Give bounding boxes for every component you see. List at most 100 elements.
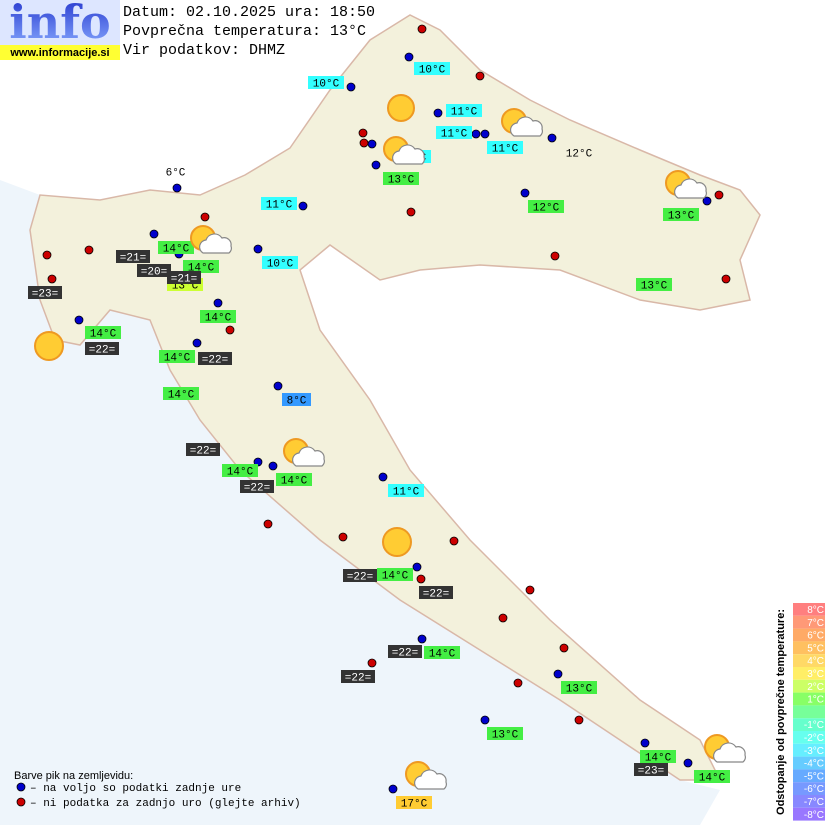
station-dot: [498, 613, 508, 623]
temp-label-bg: [414, 62, 450, 75]
temp-label-bg: [694, 770, 730, 783]
logo-url: www.informacije.si: [9, 47, 109, 59]
sea-label-bg: [240, 480, 274, 493]
temp-label: 14°C: [163, 244, 190, 256]
cloud-icon: [712, 742, 747, 763]
station-dot: [550, 251, 560, 261]
header-line: Vir podatkov: DHMZ: [123, 42, 285, 59]
logo: info www.informacije.si: [0, 0, 120, 60]
station-dot: [84, 245, 94, 255]
sea-label-bg: [137, 264, 171, 277]
scale-cell: [793, 756, 825, 770]
temp-label: 17°C: [401, 799, 428, 811]
temp-label: 14°C: [429, 649, 456, 661]
legend-dot: [16, 797, 26, 807]
sea-label: =22=: [190, 446, 216, 458]
scale-label: 4°C: [807, 656, 824, 667]
station-dot: [371, 160, 381, 170]
station-dot: [702, 196, 712, 206]
temp-label-bg: [487, 141, 523, 154]
station-dot: [525, 585, 535, 595]
temp-label: 10°C: [419, 65, 446, 77]
station-dot: [640, 738, 650, 748]
sea: [0, 180, 720, 825]
temp-label: 10°C: [313, 79, 340, 91]
temp-label: 14°C: [382, 571, 409, 583]
temp-label: 14°C: [90, 329, 117, 341]
sun-icon: [382, 527, 412, 557]
temp-label-bg: [446, 104, 482, 117]
temp-label-bg: [85, 326, 121, 339]
scale-label: -1°C: [804, 720, 824, 731]
station-dot: [200, 212, 210, 222]
temp-label-bg: [424, 646, 460, 659]
temp-label: 11°C: [441, 129, 468, 141]
temp-label: 11°C: [393, 487, 420, 499]
temp-label-bg: [528, 200, 564, 213]
station-dot: [520, 188, 530, 198]
station-dot: [475, 71, 485, 81]
temp-label: 11°C: [266, 200, 293, 212]
scale-cell: [793, 769, 825, 783]
station-dot: [412, 562, 422, 572]
cloud-icon: [413, 769, 448, 790]
station-dot: [388, 784, 398, 794]
station-dot: [225, 325, 235, 335]
temp-label-bg: [200, 310, 236, 323]
station-dot: [253, 244, 263, 254]
sea-label: =22=: [347, 572, 373, 584]
sea-label-bg: [85, 342, 119, 355]
labels: 10°C 10°C 11°C 11°C 11°C 12°C 10°C 13°C 12°C 13°C…: [28, 62, 730, 811]
scale-label: -4°C: [804, 759, 824, 770]
scale-label: 8°C: [807, 605, 824, 616]
station-dot: [378, 472, 388, 482]
logo-bar: [0, 45, 120, 60]
temp-label-bg: [261, 197, 297, 210]
sea-label-bg: [167, 271, 201, 284]
temp-label-bg: [561, 681, 597, 694]
temp-label: 14°C: [227, 467, 254, 479]
temp-label: 14°C: [645, 753, 672, 765]
temp-label: 14°C: [168, 390, 195, 402]
scale-cell: [793, 795, 825, 808]
station-dot: [47, 274, 57, 284]
temp-label-bg: [388, 484, 424, 497]
scale-cell: [793, 654, 825, 667]
scale-cell: [793, 731, 825, 744]
scale-cell: [793, 679, 825, 693]
sun-icon: [387, 94, 415, 122]
scale-title: Odstopanje od povprečne temperature:: [775, 609, 787, 815]
temp-label: 11°C: [451, 107, 478, 119]
icons: [34, 94, 747, 790]
station-dot: [714, 190, 724, 200]
station-dot: [417, 634, 427, 644]
scale-label: -3°C: [804, 746, 824, 757]
scale-cell: [793, 743, 825, 757]
sea-label-bg: [198, 352, 232, 365]
scale-cell: [793, 807, 825, 821]
temp-label-bg: [183, 260, 219, 273]
legend-text: – na voljo so podatki zadnje ure: [30, 783, 241, 795]
temp-label-bg: [636, 278, 672, 291]
dots: [42, 24, 731, 794]
scale-label: -8°C: [804, 810, 824, 821]
temp-label: 14°C: [205, 313, 232, 325]
station-dot: [480, 715, 490, 725]
sea-label-bg: [186, 443, 220, 456]
sea-label: =21=: [171, 274, 197, 286]
temp-label-bg: [158, 241, 194, 254]
station-dot: [367, 139, 377, 149]
temp-label-bg: [308, 76, 344, 89]
station-dot: [721, 274, 731, 284]
scale-label: 7°C: [807, 618, 824, 629]
temp-label: 10°C: [267, 259, 294, 271]
station-dot: [513, 678, 523, 688]
station-dot: [547, 133, 557, 143]
station-dot: [559, 643, 569, 653]
sea-label-bg: [28, 286, 62, 299]
station-dot: [683, 758, 693, 768]
color-scale: Odstopanje od povprečne temperature: 8°C…: [775, 603, 825, 821]
station-dot: [359, 138, 369, 148]
temp-label: 12°C: [533, 203, 560, 215]
